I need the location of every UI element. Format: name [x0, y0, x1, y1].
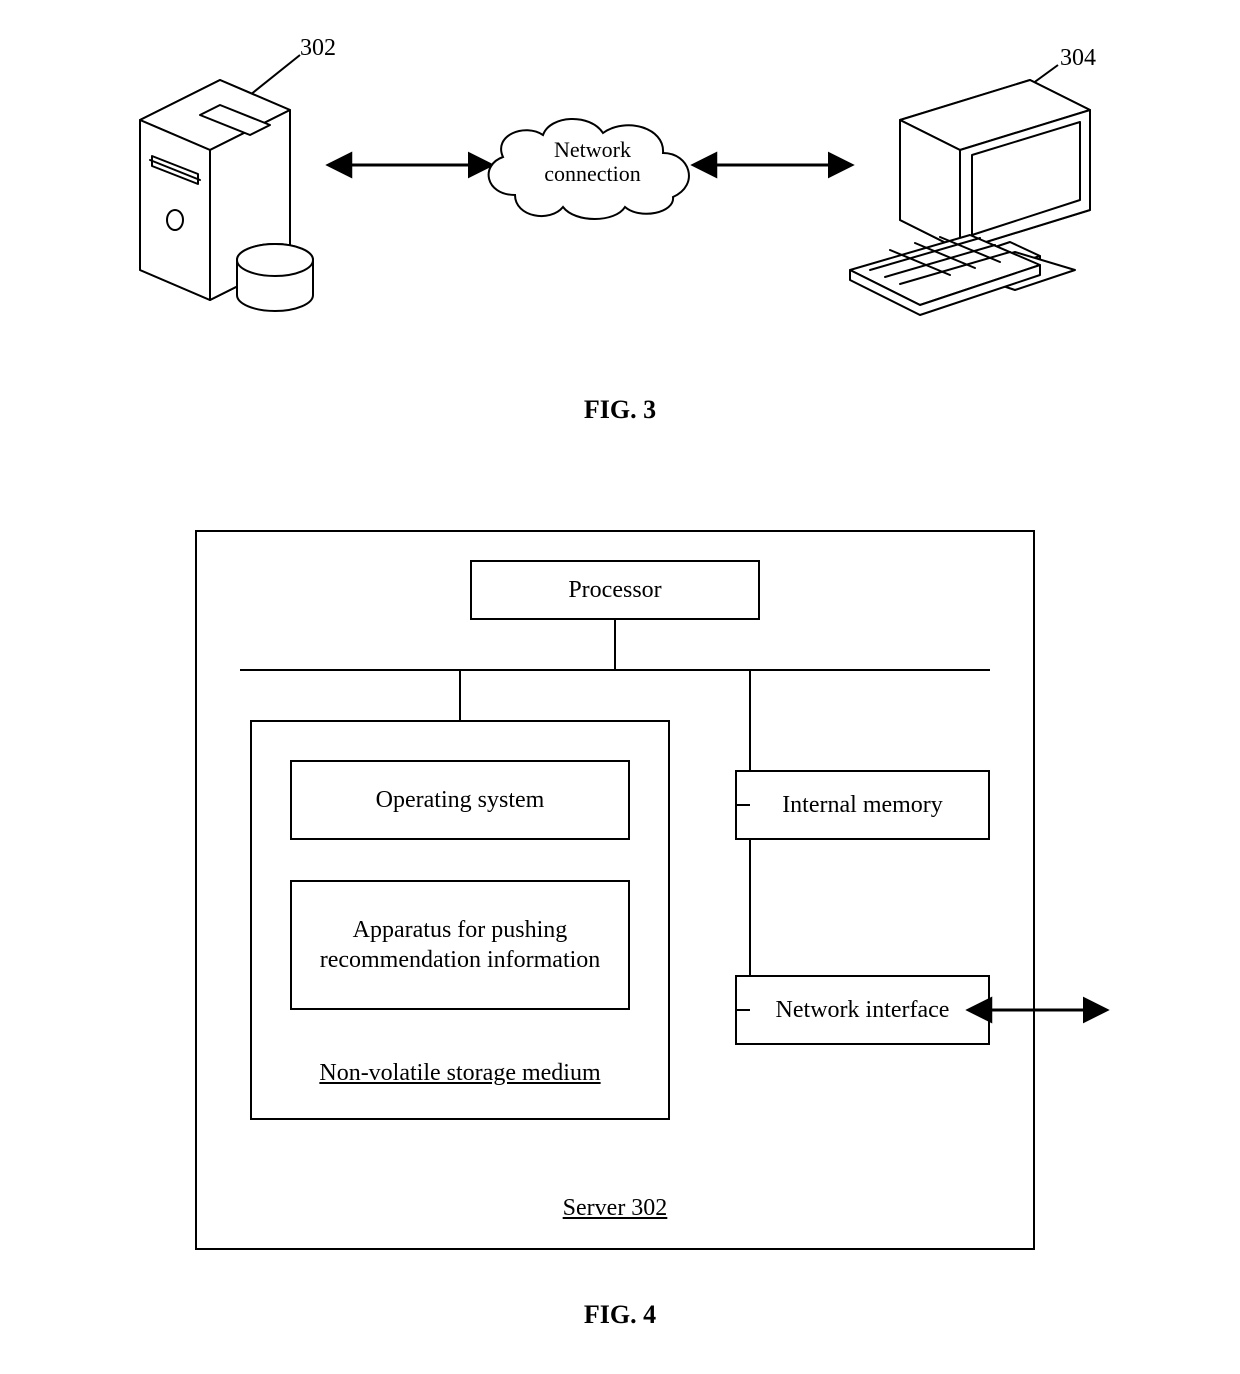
server-302-label: Server 302 [195, 1195, 1035, 1222]
right-connectors [0, 0, 1240, 1374]
diagram-canvas: 302 [0, 0, 1240, 1374]
fig4-caption: FIG. 4 [0, 1300, 1240, 1330]
